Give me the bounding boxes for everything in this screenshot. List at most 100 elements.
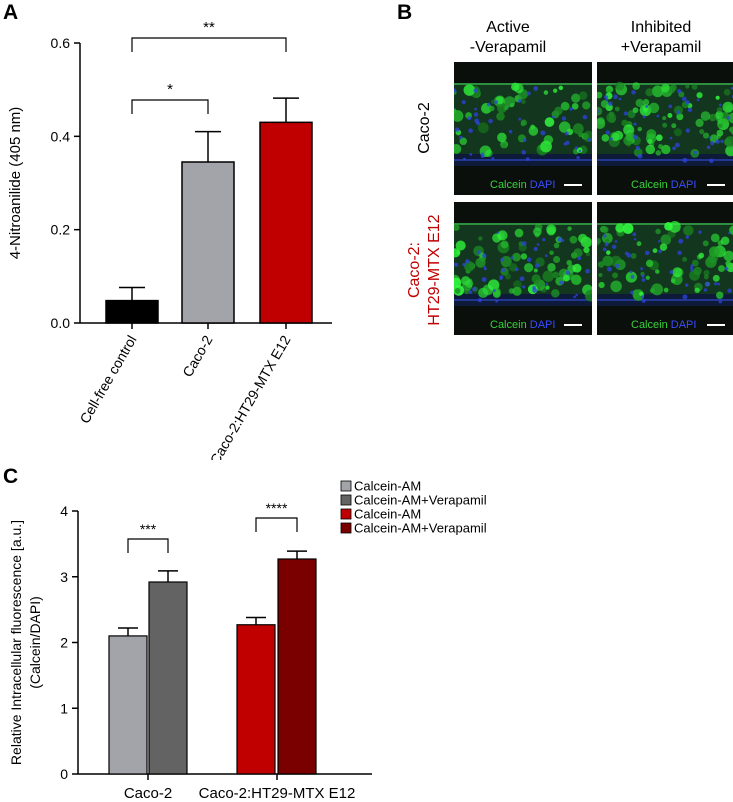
cell bbox=[655, 134, 663, 142]
cell bbox=[464, 261, 475, 272]
nucleus bbox=[483, 267, 487, 271]
cell bbox=[456, 250, 461, 255]
nucleus bbox=[693, 150, 698, 155]
panel-c-letter: C bbox=[3, 465, 19, 488]
micrograph-label: Calcein DAPI bbox=[490, 179, 555, 191]
nucleus bbox=[685, 128, 691, 133]
cell bbox=[570, 252, 578, 259]
cell bbox=[552, 88, 558, 93]
nucleus bbox=[454, 88, 457, 93]
nucleus bbox=[467, 116, 472, 121]
nucleus bbox=[618, 97, 622, 101]
nucleus bbox=[685, 100, 690, 105]
cell bbox=[597, 261, 605, 268]
bar bbox=[277, 558, 317, 775]
significance-bracket bbox=[131, 37, 287, 52]
nucleus bbox=[508, 129, 513, 134]
cell bbox=[667, 85, 676, 94]
nucleus bbox=[623, 111, 628, 116]
legend-swatch bbox=[340, 522, 352, 534]
nucleus bbox=[500, 257, 505, 262]
nucleus bbox=[482, 253, 487, 258]
cell bbox=[605, 88, 612, 94]
bar bbox=[259, 121, 313, 324]
column-title-line: Inhibited bbox=[630, 19, 692, 36]
bar bbox=[236, 624, 276, 775]
nucleus bbox=[602, 247, 607, 252]
cell bbox=[520, 121, 526, 127]
significance-label: *** bbox=[140, 521, 157, 537]
calcein-label: Calcein bbox=[631, 179, 668, 191]
significance-label: ** bbox=[203, 19, 215, 36]
micrograph-image bbox=[597, 62, 733, 195]
nucleus bbox=[640, 267, 644, 271]
cell bbox=[645, 88, 654, 97]
nucleus bbox=[604, 242, 609, 247]
nucleus bbox=[630, 274, 635, 279]
nucleus bbox=[496, 231, 500, 234]
cell bbox=[645, 144, 656, 155]
cell bbox=[601, 134, 610, 142]
cell bbox=[630, 253, 637, 259]
cell bbox=[497, 230, 508, 241]
cell bbox=[566, 259, 572, 266]
nucleus bbox=[635, 145, 640, 151]
nucleus bbox=[477, 298, 482, 303]
column-title-active: Active -Verapamil bbox=[447, 18, 569, 58]
calcein-label: Calcein bbox=[490, 319, 527, 331]
nucleus bbox=[718, 300, 722, 304]
column-title-line: -Verapamil bbox=[469, 39, 547, 56]
cell bbox=[662, 122, 668, 128]
nucleus bbox=[481, 276, 487, 282]
nucleus bbox=[534, 263, 540, 268]
nucleus bbox=[720, 139, 724, 144]
cell bbox=[610, 280, 622, 293]
cell bbox=[606, 250, 611, 255]
cell bbox=[571, 102, 579, 110]
bar bbox=[108, 635, 148, 775]
cell bbox=[454, 108, 457, 113]
nucleus bbox=[641, 298, 646, 303]
nucleus bbox=[514, 267, 519, 272]
cell bbox=[533, 268, 538, 273]
column-title-line: Active bbox=[486, 19, 530, 36]
column-title-line: +Verapamil bbox=[620, 39, 702, 56]
nucleus bbox=[613, 94, 618, 100]
cell bbox=[520, 253, 528, 260]
micrograph-label: Calcein DAPI bbox=[490, 319, 555, 331]
nucleus bbox=[696, 98, 700, 102]
row-title-line: Caco-2: bbox=[406, 241, 423, 299]
dapi-label: DAPI bbox=[529, 319, 556, 331]
cell bbox=[700, 111, 711, 121]
cell bbox=[685, 84, 690, 89]
nucleus bbox=[557, 237, 563, 242]
scale-bar bbox=[564, 324, 582, 326]
cell bbox=[695, 118, 704, 128]
nucleus bbox=[724, 266, 729, 271]
cell bbox=[497, 103, 507, 114]
cell bbox=[544, 117, 555, 127]
cell bbox=[549, 250, 554, 256]
nucleus bbox=[672, 146, 677, 151]
nucleus bbox=[576, 155, 580, 160]
row-title-line: HT29-MTX E12 bbox=[426, 214, 443, 326]
nucleus bbox=[559, 280, 564, 285]
bar bbox=[148, 581, 188, 775]
significance-bracket bbox=[255, 517, 298, 532]
cell bbox=[612, 272, 619, 279]
cell bbox=[708, 113, 717, 122]
bar bbox=[181, 161, 235, 324]
cell bbox=[723, 250, 733, 262]
nucleus bbox=[605, 130, 611, 135]
nucleus bbox=[565, 270, 571, 275]
nucleus bbox=[602, 234, 607, 238]
nucleus bbox=[676, 110, 681, 115]
nucleus bbox=[633, 237, 637, 241]
micrograph-caco2-active: Calcein DAPI bbox=[454, 62, 592, 195]
cell bbox=[497, 132, 507, 143]
nucleus bbox=[526, 91, 531, 96]
nucleus bbox=[714, 282, 718, 286]
nucleus bbox=[676, 88, 682, 94]
cell bbox=[597, 91, 603, 99]
cell bbox=[642, 98, 650, 106]
